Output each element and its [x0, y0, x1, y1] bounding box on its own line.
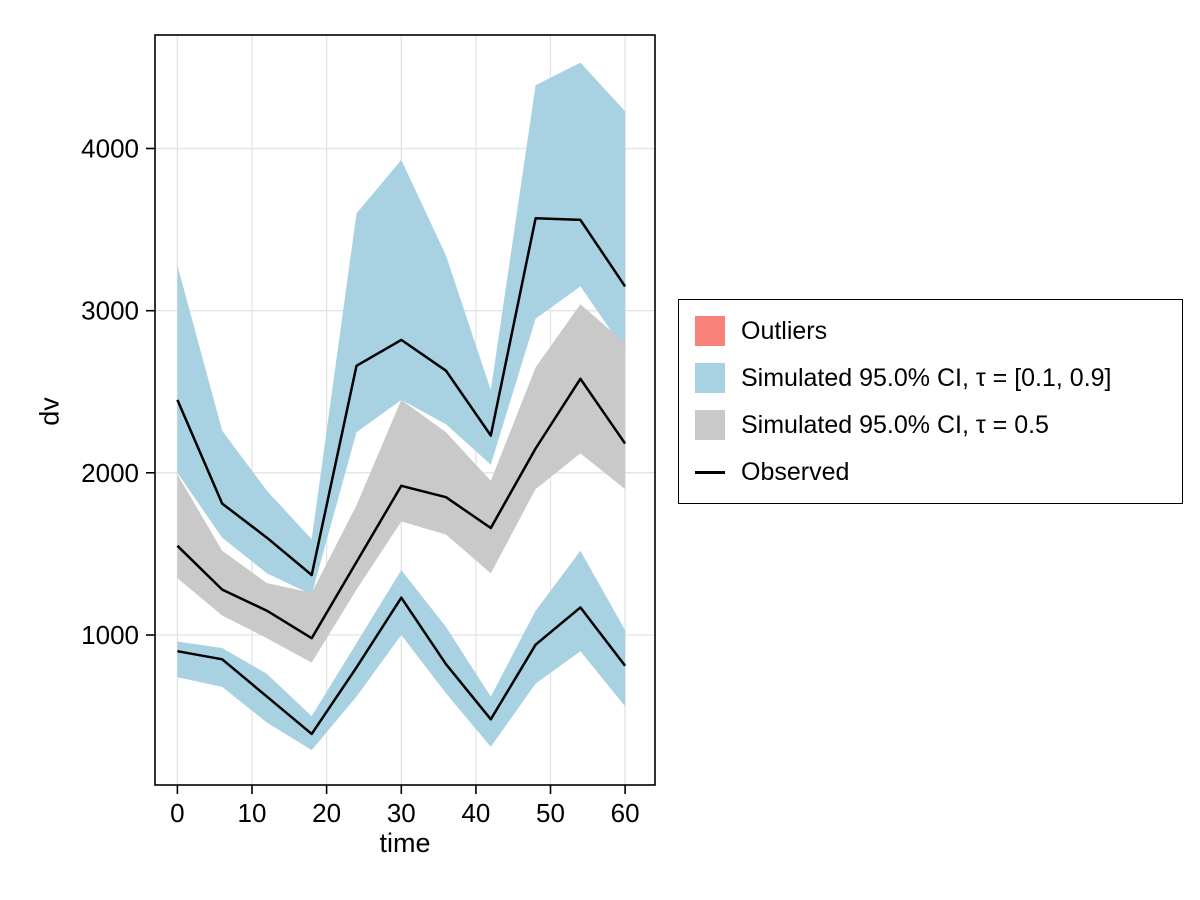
x-tick-label: 30	[387, 798, 416, 828]
y-tick-label: 4000	[81, 134, 139, 164]
x-tick-label: 50	[536, 798, 565, 828]
y-tick-label: 2000	[81, 458, 139, 488]
legend-label-ci-median: Simulated 95.0% CI, τ = 0.5	[741, 410, 1049, 439]
legend-label-outliers: Outliers	[741, 316, 828, 345]
x-tick-label: 40	[461, 798, 490, 828]
legend: Outliers Simulated 95.0% CI, τ = [0.1, 0…	[678, 299, 1183, 504]
observed-line-swatch-icon	[695, 470, 725, 474]
legend-label-ci-outer: Simulated 95.0% CI, τ = [0.1, 0.9]	[741, 363, 1112, 392]
line-observed_median	[176, 377, 627, 640]
line-observed_lower_quantile	[177, 596, 627, 736]
plot-frame	[154, 34, 656, 786]
legend-item-ci-median: Simulated 95.0% CI, τ = 0.5	[695, 406, 1166, 444]
y-axis-label: dv	[34, 397, 65, 426]
band-simulated_ci_median	[177, 304, 626, 663]
outliers-swatch-icon	[695, 316, 725, 346]
line-observed_upper_quantile	[176, 216, 627, 577]
x-axis-label: time	[379, 828, 431, 858]
x-tick-label: 20	[312, 798, 341, 828]
ci-median-swatch-icon	[695, 410, 725, 440]
y-tick-label: 3000	[81, 296, 139, 326]
band-simulated_ci_upper_quantile	[177, 62, 626, 595]
y-tick-label: 1000	[81, 620, 139, 650]
x-tick-label: 0	[170, 798, 184, 828]
ci-outer-swatch-icon	[695, 363, 725, 393]
band-simulated_ci_lower_quantile	[177, 550, 626, 751]
legend-label-observed: Observed	[741, 457, 850, 486]
x-tick-label: 10	[238, 798, 267, 828]
legend-item-observed: Observed	[695, 453, 1166, 491]
legend-item-ci-outer: Simulated 95.0% CI, τ = [0.1, 0.9]	[695, 359, 1166, 397]
legend-item-outliers: Outliers	[695, 312, 1166, 350]
x-tick-label: 60	[611, 798, 640, 828]
